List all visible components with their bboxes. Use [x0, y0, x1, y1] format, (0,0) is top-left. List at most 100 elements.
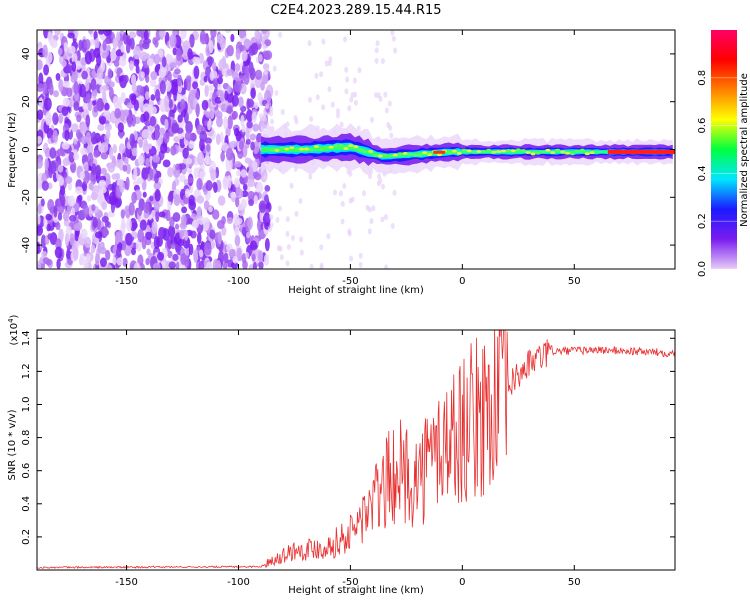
spectrogram-noise-blob [263, 89, 272, 104]
spectrogram-noise-blob [172, 212, 181, 223]
spectrogram-faint-blob [357, 67, 362, 74]
spectrogram-noise-blob [112, 143, 118, 154]
spectrogram-noise-blob [148, 104, 154, 115]
spectrogram-noise-blob [91, 131, 97, 145]
spectrogram-noise-blob [67, 182, 73, 191]
spectrogram-noise-blob [111, 181, 117, 195]
spectrogram-core-speck [496, 150, 502, 154]
spectrogram-noise-blob [195, 91, 200, 100]
spectrogram-noise-blob [84, 236, 92, 248]
spectrogram-noise-blob [72, 69, 79, 82]
spectrogram-noise-blob [82, 102, 88, 111]
spectrogram-faint-blob [330, 101, 335, 108]
spectrogram-noise-blob [177, 114, 183, 123]
bottom-x-tick-label: -150 [115, 577, 138, 588]
spectrogram-noise-blob [94, 253, 100, 266]
spectrogram-noise-blob [117, 122, 124, 133]
spectrogram-noise-blob [252, 123, 260, 132]
spectrogram-noise-blob [240, 114, 245, 127]
spectrogram-noise-blob [105, 178, 111, 186]
spectrogram-faint-blob [285, 216, 290, 223]
spectrogram-noise-blob [261, 30, 268, 35]
spectrogram-noise-blob [131, 191, 137, 204]
spectrogram-faint-blob [319, 244, 324, 251]
spectrogram-noise-blob [90, 78, 97, 92]
spectrogram-noise-blob [141, 129, 150, 139]
spectrogram-noise-blob [264, 194, 269, 203]
spectrogram-core-speck [417, 153, 423, 157]
spectrogram-core-speck [505, 149, 511, 152]
spectrogram-core-speck [377, 154, 383, 158]
spectrogram-noise-blob [224, 30, 232, 34]
spectrogram-noise-blob [52, 90, 59, 98]
spectrogram-noise-blob [133, 45, 142, 60]
spectrogram-faint-blob [384, 264, 389, 269]
spectrogram-noise-blob [85, 93, 91, 104]
spectrogram-noise-blob [87, 152, 94, 166]
spectrogram-noise-blob [250, 141, 255, 151]
spectrogram-core-speck [338, 143, 344, 147]
spectrogram-noise-blob [238, 30, 247, 39]
spectrogram-faint-blob [348, 170, 353, 177]
spectrogram-core-speck [397, 152, 403, 156]
bottom-y-tick-label: 0.4 [21, 496, 32, 512]
spectrogram-noise-blob [145, 257, 150, 266]
spectrogram-noise-blob [38, 72, 44, 86]
spectrogram-noise-blob [169, 61, 177, 69]
spectrogram-noise-blob [199, 130, 208, 143]
spectrogram-noise-blob [152, 262, 161, 269]
spectrogram-noise-blob [223, 116, 228, 130]
spectrogram-noise-blob [264, 185, 271, 192]
spectrogram-core-speck [422, 151, 428, 155]
spectrogram-noise-blob [68, 215, 77, 222]
spectrogram-noise-blob [61, 106, 69, 117]
spectrogram-noise-blob [70, 163, 76, 172]
spectrogram-noise-blob [231, 94, 239, 107]
spectrogram-noise-blob [129, 133, 136, 147]
spectrogram-noise-blob [93, 149, 100, 158]
spectrogram-noise-blob [181, 206, 188, 214]
spectrogram-core-speck [353, 145, 359, 149]
spectrogram-noise-blob [150, 71, 158, 80]
spectrogram-noise-blob [185, 120, 193, 134]
spectrogram-noise-blob [230, 261, 239, 269]
spectrogram-faint-blob [339, 121, 344, 128]
spectrogram-noise-blob [211, 209, 220, 220]
spectrogram-faint-blob [321, 104, 326, 111]
top-y-tick-label: -20 [21, 189, 32, 205]
spectrogram-faint-blob [347, 105, 352, 112]
spectrogram-noise-blob [123, 109, 130, 117]
spectrogram-core-speck [333, 144, 339, 147]
snr-frame [36, 329, 676, 571]
spectrogram-noise-blob [238, 44, 246, 52]
spectrogram-noise-blob [185, 157, 193, 165]
spectrogram-noise-blob [73, 152, 80, 161]
spectrogram-noise-blob [62, 210, 70, 222]
spectrogram-noise-blob [130, 74, 137, 86]
spectrogram-noise-blob [99, 186, 107, 194]
spectrogram-noise-blob [64, 129, 70, 142]
spectrogram-noise-blob [61, 59, 67, 68]
spectrogram-noise-blob [54, 30, 61, 36]
spectrogram-noise-blob [172, 47, 178, 56]
spectrogram-core-speck [392, 153, 398, 157]
spectrogram-noise-blob [52, 129, 58, 143]
spectrogram-core-speck [466, 149, 472, 153]
spectrogram-noise-blob [149, 195, 154, 202]
spectrogram-noise-blob [138, 139, 143, 149]
spectrogram-noise-blob [108, 191, 117, 206]
spectrogram-faint-blob [326, 233, 331, 240]
spectrogram-noise-blob [192, 81, 199, 90]
bottom-x-tick-label: -100 [227, 577, 250, 588]
spectrogram-noise-blob [157, 251, 165, 261]
spectrogram-noise-blob [56, 258, 61, 269]
spectrogram-noise-blob [195, 103, 200, 118]
spectrogram-faint-blob [367, 228, 372, 235]
spectrogram-noise-blob [37, 59, 43, 71]
spectrogram-faint-blob [294, 210, 299, 217]
spectrogram-noise-blob [203, 242, 212, 256]
spectrogram-noise-blob [204, 155, 212, 166]
spectrogram-faint-blob [269, 106, 274, 113]
spectrogram-noise-blob [233, 177, 240, 188]
